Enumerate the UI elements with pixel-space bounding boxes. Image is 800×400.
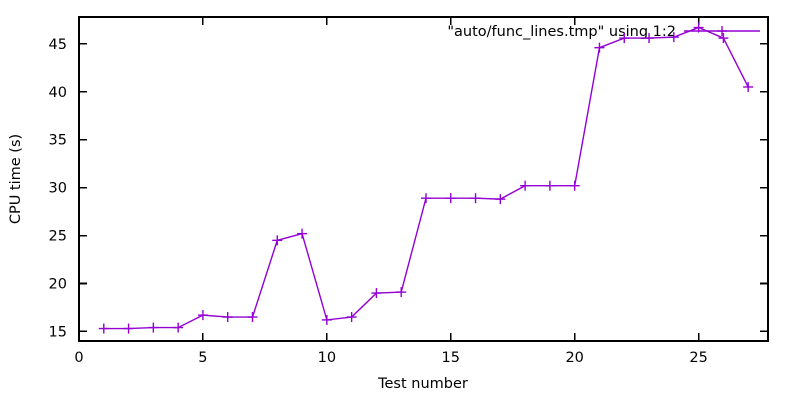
- legend-entry-label: "auto/func_lines.tmp" using 1:2: [447, 24, 676, 40]
- y-tick-label: 15: [49, 324, 67, 340]
- y-tick-label: 20: [49, 276, 67, 292]
- plot-frame-border: [78, 16, 769, 342]
- x-tick-label: 15: [442, 350, 460, 366]
- data-series: [98, 22, 754, 334]
- data-point-marker: [247, 312, 258, 323]
- data-point-marker: [123, 323, 134, 334]
- x-tick-label: 10: [318, 350, 336, 366]
- x-axis-title: Test number: [377, 376, 468, 392]
- series-line: [103, 26, 749, 330]
- data-point-marker: [346, 312, 357, 323]
- data-point-marker: [718, 33, 729, 44]
- data-point-marker: [148, 322, 159, 333]
- data-point-marker: [272, 235, 283, 246]
- data-point-marker: [743, 81, 754, 92]
- y-tick-label: 30: [49, 181, 67, 197]
- data-point-marker: [371, 288, 382, 299]
- x-tick-label: 20: [565, 350, 583, 366]
- x-tick-label: 25: [689, 350, 707, 366]
- y-tick-label: 25: [49, 229, 67, 245]
- legend-sample-line: [684, 26, 760, 36]
- x-tick-label: 0: [74, 350, 83, 366]
- data-point-marker: [495, 194, 506, 205]
- legend: "auto/func_lines.tmp" using 1:2: [447, 24, 760, 40]
- data-point-marker: [396, 287, 407, 298]
- data-point-marker: [98, 323, 109, 334]
- data-point-marker: [420, 193, 431, 204]
- data-point-marker: [173, 322, 184, 333]
- data-point-marker: [544, 180, 555, 191]
- data-point-marker: [297, 228, 308, 239]
- data-point-marker: [693, 22, 704, 33]
- y-tick-label: 35: [49, 133, 67, 149]
- data-point-marker: [569, 180, 580, 191]
- data-point-marker: [222, 312, 233, 323]
- y-tick-label: 45: [49, 37, 67, 53]
- y-axis: 15 20 25 30 35 40 45: [49, 37, 768, 340]
- data-point-marker: [470, 193, 481, 204]
- y-axis-title: CPU time (s): [8, 134, 24, 224]
- y-tick-label: 40: [49, 85, 67, 101]
- data-point-marker: [197, 310, 208, 321]
- data-point-marker: [321, 314, 332, 325]
- data-point-marker: [520, 180, 531, 191]
- x-axis: 0 5 10 15 20 25: [74, 17, 708, 366]
- data-point-marker: [445, 193, 456, 204]
- x-tick-label: 5: [198, 350, 207, 366]
- data-point-marker: [644, 33, 655, 44]
- data-point-marker: [594, 42, 605, 53]
- data-point-marker: [668, 32, 679, 43]
- data-point-marker: [619, 33, 630, 44]
